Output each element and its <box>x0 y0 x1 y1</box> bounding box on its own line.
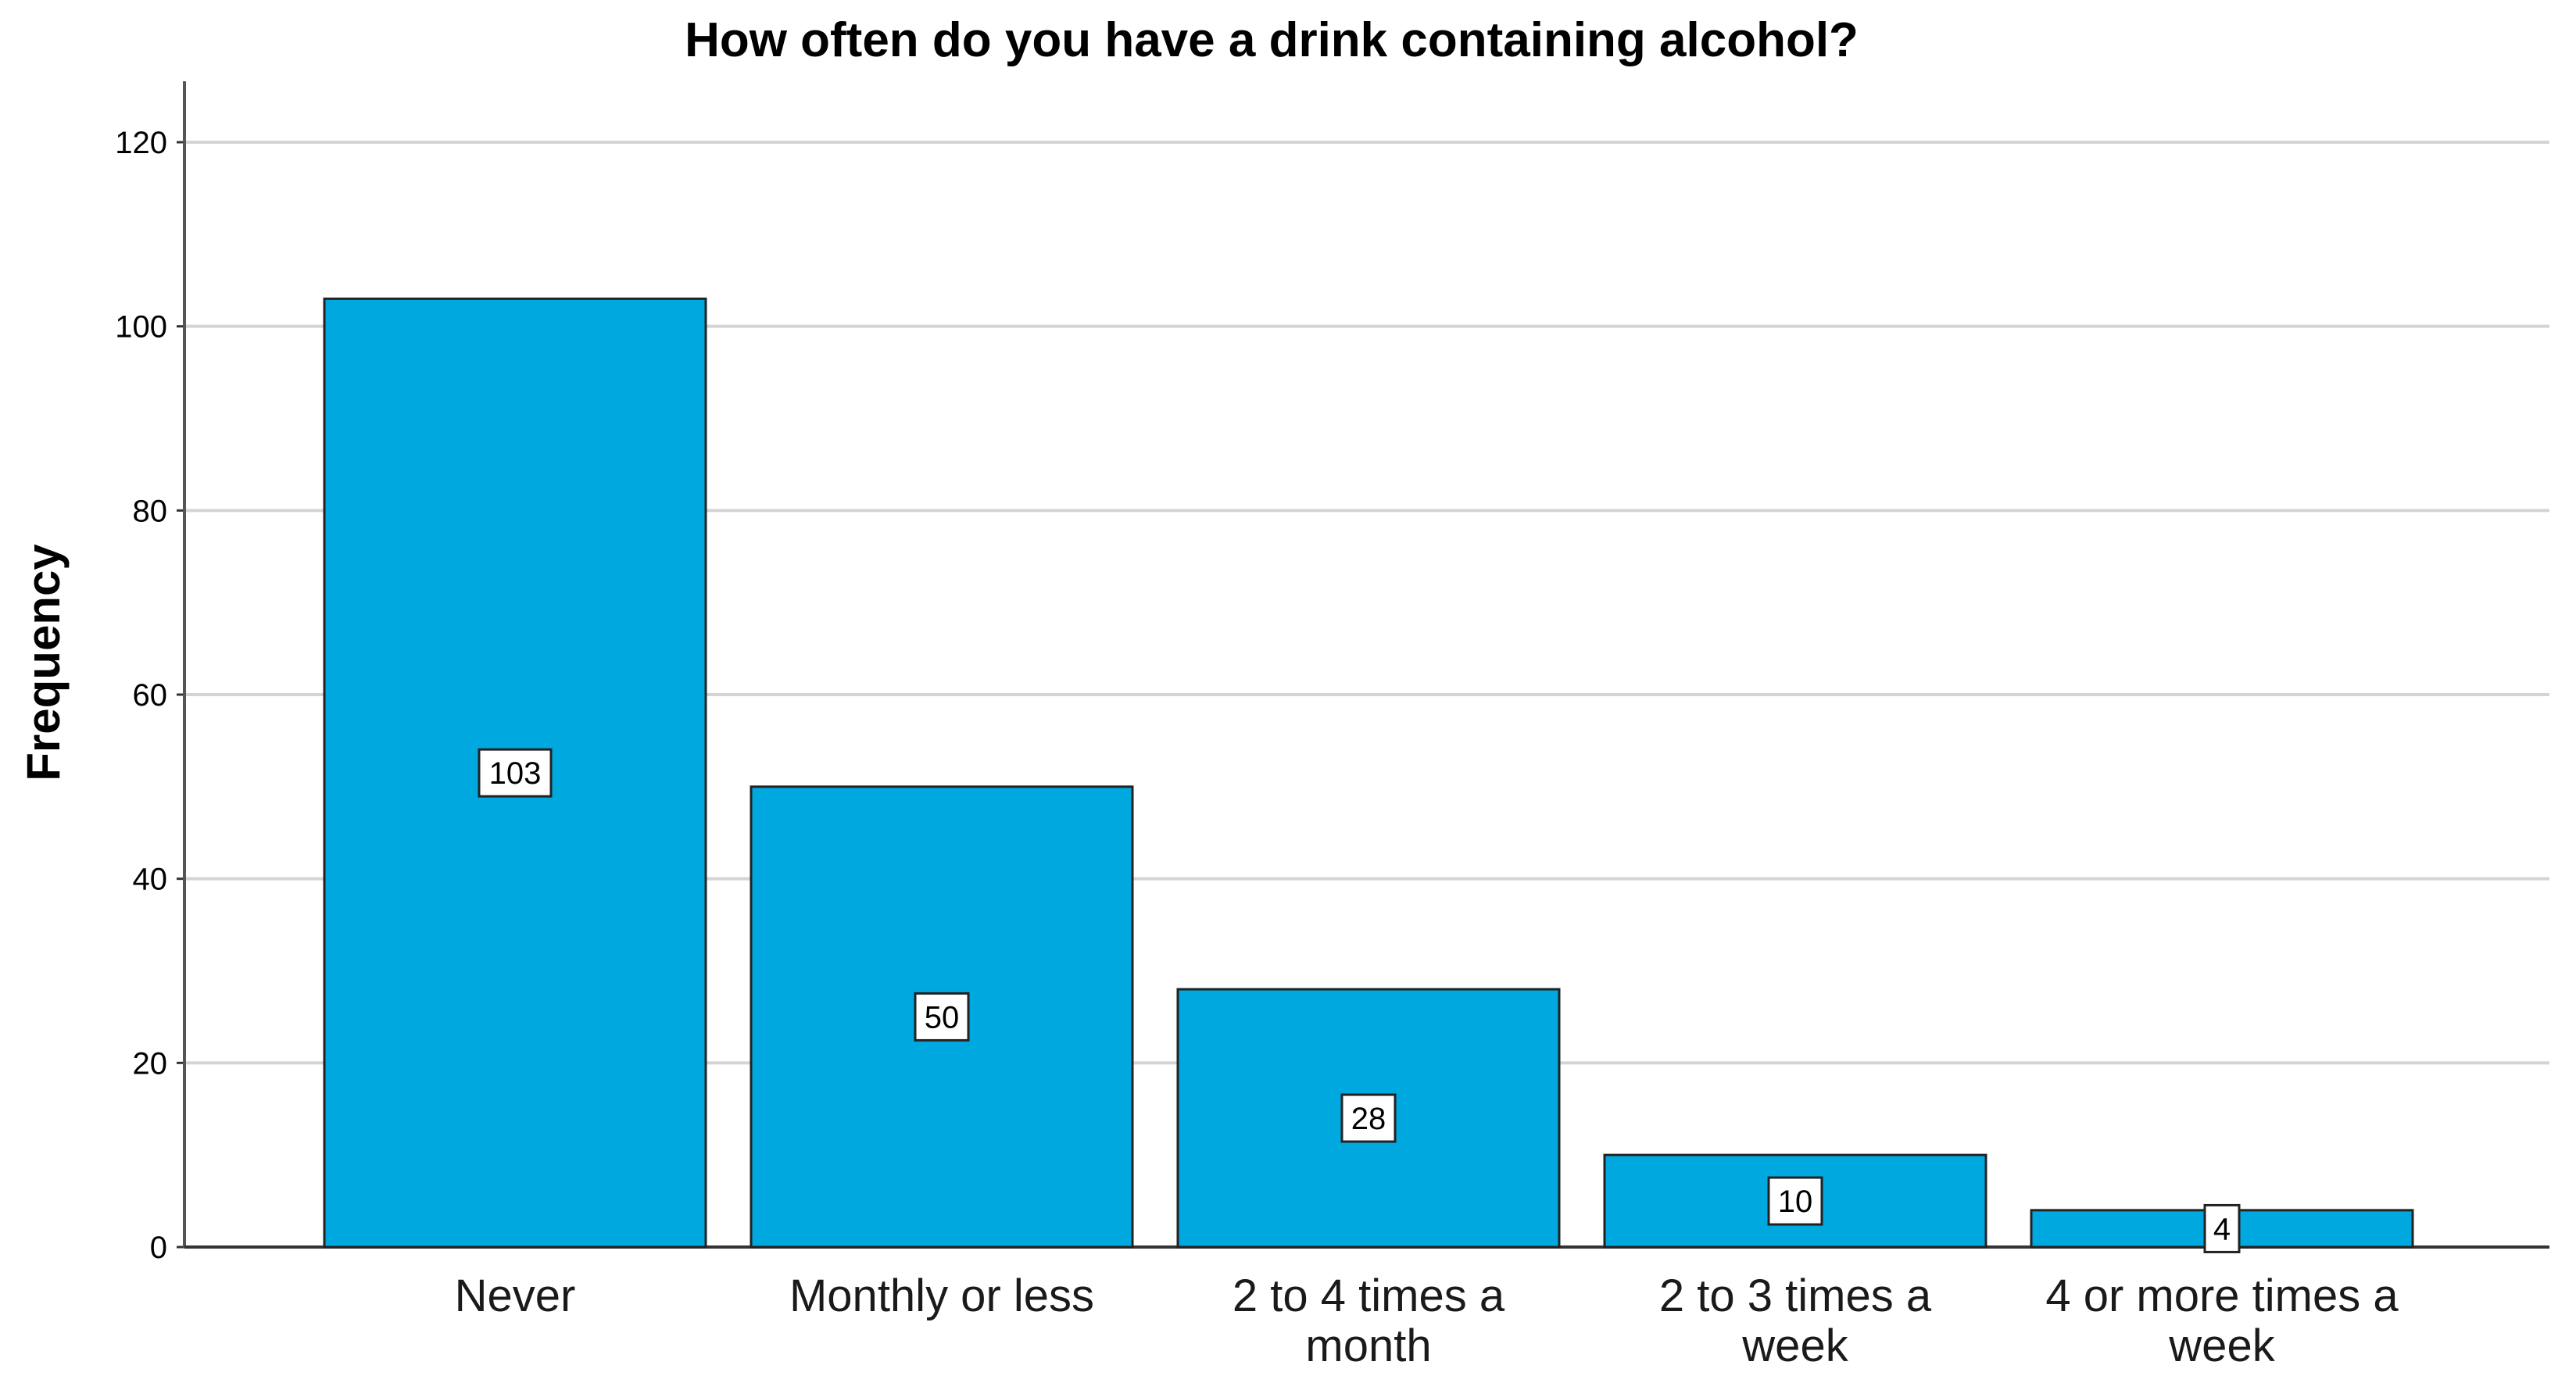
data-labels: 103 50 28 10 4 <box>478 748 2241 1253</box>
x-category-label: 4 or more times a <box>2045 1270 2399 1321</box>
chart-title: How often do you have a drink containing… <box>685 13 1859 67</box>
y-tick-labels: 0 20 40 60 80 100 120 <box>115 126 167 1265</box>
data-label-box <box>1340 1093 1397 1143</box>
data-label-box <box>2203 1203 2241 1253</box>
data-label-box <box>1767 1176 1823 1226</box>
y-tick-label: 0 <box>150 1231 167 1265</box>
x-category-label: 2 to 3 times a <box>1659 1270 1932 1321</box>
x-category-label: week <box>1741 1320 1848 1371</box>
y-tick-label: 80 <box>133 494 168 528</box>
data-label-box <box>478 748 553 798</box>
x-category-label: Never <box>455 1270 576 1321</box>
data-label: 4 <box>2213 1212 2231 1246</box>
y-axis-title: Frequency <box>17 544 70 781</box>
data-label: 103 <box>489 756 542 791</box>
y-tick-label: 120 <box>115 126 167 160</box>
x-category-label: month <box>1305 1320 1431 1371</box>
y-tick-label: 60 <box>133 678 168 713</box>
data-label: 28 <box>1351 1102 1386 1136</box>
data-label: 10 <box>1778 1185 1813 1219</box>
x-category-label: 2 to 4 times a <box>1233 1270 1505 1321</box>
x-category-label: Monthly or less <box>789 1270 1094 1321</box>
y-tick-label: 40 <box>133 863 168 897</box>
y-tick-label: 100 <box>115 310 167 345</box>
data-label-box <box>914 992 970 1042</box>
y-tick-label: 20 <box>133 1046 168 1081</box>
x-category-label: week <box>2168 1320 2275 1371</box>
data-label: 50 <box>925 1000 960 1035</box>
